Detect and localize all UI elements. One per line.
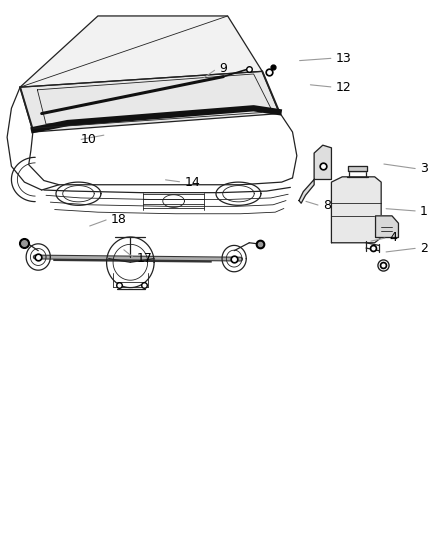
- Text: 13: 13: [336, 52, 352, 64]
- Text: 10: 10: [81, 133, 96, 147]
- Polygon shape: [299, 180, 314, 203]
- Polygon shape: [20, 71, 279, 132]
- Polygon shape: [375, 216, 399, 238]
- Text: 14: 14: [184, 175, 200, 189]
- Text: 4: 4: [390, 231, 398, 244]
- Text: 1: 1: [420, 205, 428, 217]
- Text: 9: 9: [219, 62, 227, 75]
- Text: 12: 12: [336, 80, 352, 94]
- Text: 8: 8: [323, 199, 331, 212]
- Text: 18: 18: [111, 213, 127, 225]
- Text: 3: 3: [420, 163, 428, 175]
- Polygon shape: [348, 166, 367, 171]
- Polygon shape: [332, 177, 381, 243]
- Text: 17: 17: [137, 252, 153, 265]
- Polygon shape: [20, 16, 262, 87]
- Text: 2: 2: [420, 241, 428, 255]
- Polygon shape: [314, 145, 332, 180]
